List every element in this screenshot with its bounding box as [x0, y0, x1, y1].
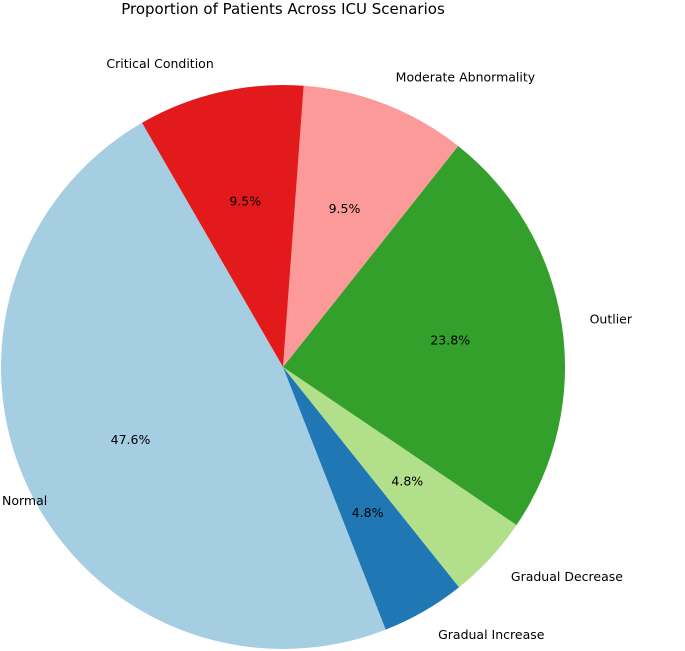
pie-slice-critical-condition — [142, 85, 304, 367]
pct-label-normal: 47.6% — [111, 432, 151, 447]
percentage-labels: 47.6% 4.8% 4.8% 23.8% 9.5% 9.5% — [111, 194, 471, 520]
pie-slice-moderate-abnormality — [283, 85, 459, 367]
pct-label-gradual-decrease: 4.8% — [391, 473, 423, 488]
pct-label-outlier: 23.8% — [430, 333, 470, 348]
pie-slices — [0, 85, 565, 650]
chart-title: Proportion of Patients Across ICU Scenar… — [121, 0, 445, 18]
pie-slice-outlier — [283, 146, 565, 526]
slice-label-normal: Normal — [2, 493, 47, 508]
category-labels: Normal Gradual Increase Gradual Decrease Ou… — [2, 56, 633, 642]
slice-label-gradual-decrease: Gradual Decrease — [511, 569, 623, 584]
pct-label-moderate-abnormality: 9.5% — [329, 201, 361, 216]
slice-label-gradual-increase: Gradual Increase — [438, 627, 545, 642]
pie-slice-gradual-increase — [283, 367, 460, 630]
pie-slice-normal — [0, 122, 386, 650]
pct-label-critical-condition: 9.5% — [229, 194, 261, 209]
slice-label-moderate-abnormality: Moderate Abnormality — [396, 69, 536, 84]
slice-label-outlier: Outlier — [590, 311, 633, 326]
pct-label-gradual-increase: 4.8% — [352, 505, 384, 520]
slice-label-critical-condition: Critical Condition — [106, 56, 213, 71]
pie-slice-gradual-decrease — [283, 367, 517, 588]
